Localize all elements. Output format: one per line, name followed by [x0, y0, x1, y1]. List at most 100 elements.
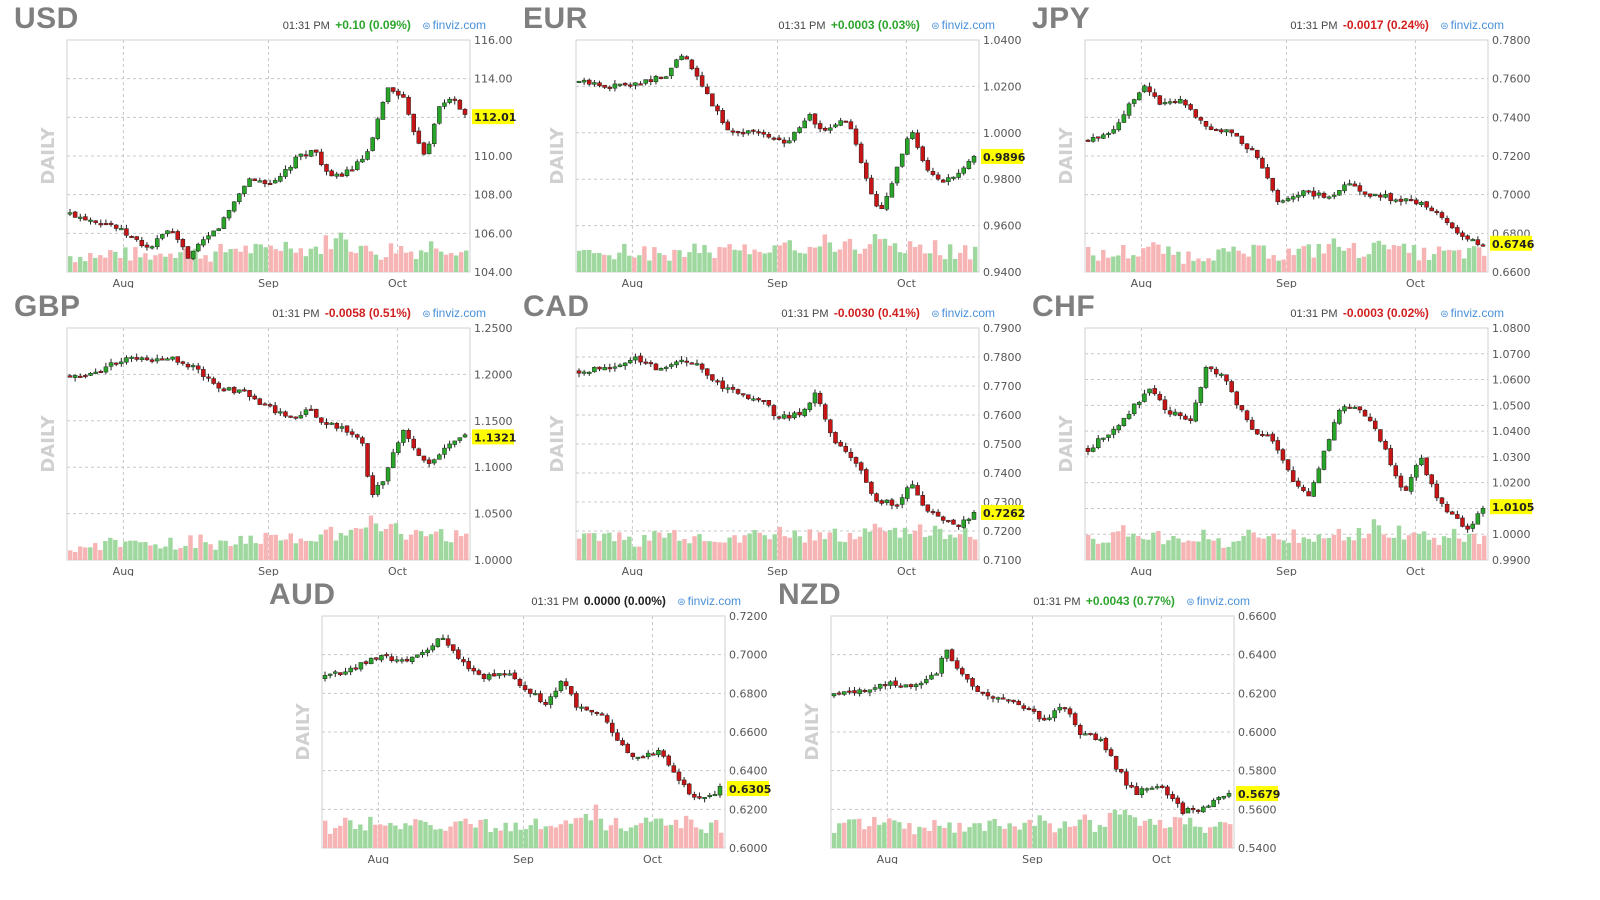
- candle-body: [1275, 190, 1281, 203]
- candle-body: [1137, 92, 1142, 101]
- y-tick-label: 0.9400: [983, 266, 1022, 279]
- finviz-link[interactable]: ⊜ finviz.com: [422, 18, 486, 32]
- quote-change: -0.0058 (0.51%): [324, 306, 411, 320]
- volume-bar: [323, 529, 329, 560]
- volume-bar: [78, 546, 83, 560]
- candle-body: [1193, 109, 1198, 118]
- volume-bar: [388, 524, 394, 560]
- volume-bar: [458, 536, 464, 560]
- volume-bar: [173, 257, 178, 272]
- candle-body: [298, 153, 304, 157]
- volume-bar: [637, 546, 642, 560]
- finviz-link[interactable]: ⊜ finviz.com: [1440, 18, 1504, 32]
- volume-bar: [233, 544, 238, 560]
- candle-body: [1026, 707, 1032, 710]
- candle-body: [1152, 388, 1157, 395]
- volume-bar: [1227, 824, 1233, 848]
- volume-bar: [93, 257, 98, 272]
- candle-body: [884, 499, 890, 504]
- volume-bar: [1331, 238, 1337, 272]
- volume-bar: [1401, 243, 1407, 272]
- volume-bar: [1381, 534, 1387, 560]
- candle-body: [1347, 406, 1352, 409]
- volume-bar: [882, 822, 887, 848]
- candle-body: [1290, 196, 1296, 200]
- candle-body: [735, 131, 741, 134]
- candle-body: [833, 124, 838, 128]
- candle-body: [1088, 733, 1093, 736]
- volume-bar: [1101, 542, 1106, 560]
- volume-bar: [98, 550, 103, 560]
- candle-body: [355, 161, 360, 170]
- candle-body: [1301, 190, 1306, 197]
- volume-bar: [1147, 818, 1153, 848]
- volume-bar: [203, 542, 208, 560]
- candle-body: [579, 706, 584, 709]
- x-tick-label: Sep: [1276, 565, 1297, 576]
- candle-body: [838, 441, 843, 447]
- volume-bar: [1316, 243, 1322, 272]
- y-tick-label: 1.0700: [1492, 348, 1531, 361]
- volume-bar: [1176, 251, 1181, 272]
- candle-body: [522, 685, 528, 691]
- candlestick-chart: 0.7200 0.7000 0.6800 0.6600 0.6400 0.6200 0.60…: [293, 610, 771, 864]
- volume-bar: [628, 827, 634, 848]
- volume-bar: [478, 819, 483, 848]
- candle-body: [620, 740, 625, 746]
- candle-body: [648, 362, 654, 365]
- volume-bar: [782, 536, 787, 560]
- candle-body: [1172, 101, 1178, 104]
- candle-body: [1203, 367, 1209, 388]
- candle-body: [576, 80, 582, 83]
- finviz-link[interactable]: ⊜ finviz.com: [931, 306, 995, 320]
- volume-bar: [817, 246, 823, 272]
- candle-body: [1465, 235, 1470, 240]
- candle-body: [165, 358, 170, 361]
- candle-body: [113, 224, 119, 229]
- candle-body: [426, 459, 432, 464]
- candle-body: [822, 127, 828, 131]
- finviz-link[interactable]: ⊜ finviz.com: [1440, 306, 1504, 320]
- volume-bar: [383, 528, 389, 560]
- y-tick-label: 1.1500: [474, 415, 513, 428]
- volume-bar: [927, 253, 933, 272]
- volume-bar: [68, 550, 73, 560]
- finviz-link[interactable]: ⊜ finviz.com: [931, 18, 995, 32]
- candle-body: [792, 412, 797, 418]
- candle-body: [206, 376, 211, 379]
- candle-body: [581, 371, 587, 374]
- candle-body: [272, 180, 278, 184]
- volume-bar: [632, 546, 637, 560]
- volume-bar: [463, 818, 468, 848]
- candle-body: [442, 102, 447, 107]
- volume-bar: [772, 245, 777, 272]
- candle-body: [1167, 410, 1173, 415]
- candle-body: [817, 392, 823, 404]
- volume-bar: [158, 548, 163, 560]
- finviz-link[interactable]: ⊜ finviz.com: [677, 594, 741, 608]
- last-price-label: 1.1321: [474, 431, 516, 444]
- y-tick-label: 106.00: [474, 227, 513, 240]
- volume-bar: [328, 833, 333, 848]
- finviz-link[interactable]: ⊜ finviz.com: [1186, 594, 1250, 608]
- volume-bar: [1336, 246, 1342, 272]
- candle-body: [190, 250, 196, 259]
- candle-body: [663, 366, 669, 369]
- volume-bar: [108, 537, 113, 560]
- volume-bar: [88, 547, 93, 560]
- volume-bar: [353, 253, 359, 272]
- volume-bar: [183, 545, 188, 560]
- candle-body: [1357, 406, 1363, 411]
- candle-body: [339, 173, 345, 177]
- volume-bar: [1421, 247, 1427, 272]
- volume-bar: [1161, 253, 1166, 272]
- volume-bar: [1271, 533, 1276, 560]
- volume-bar: [1182, 824, 1188, 848]
- candle-body: [1134, 786, 1139, 795]
- volume-bar: [912, 530, 918, 560]
- candle-body: [1460, 517, 1465, 527]
- candle-body: [1149, 787, 1155, 790]
- finviz-link[interactable]: ⊜ finviz.com: [422, 306, 486, 320]
- volume-bar: [418, 250, 424, 272]
- candle-body: [612, 83, 618, 89]
